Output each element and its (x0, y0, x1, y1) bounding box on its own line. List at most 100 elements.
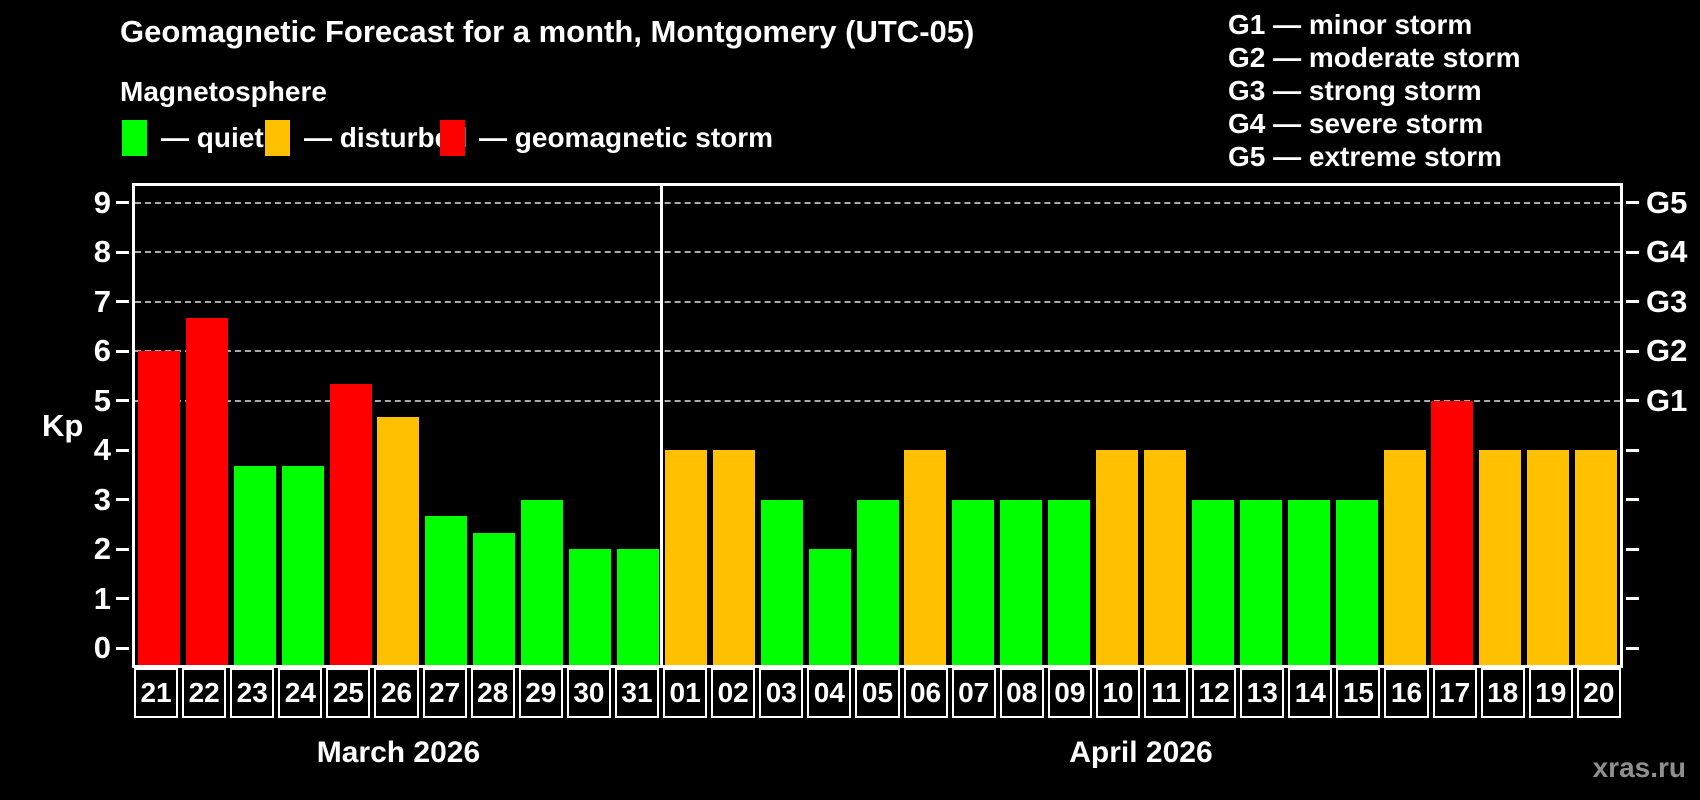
kp-bar-disturbed (904, 450, 947, 665)
date-cell: 18 (1480, 668, 1525, 718)
kp-bar-quiet (1000, 499, 1043, 665)
bar-slot (949, 186, 997, 665)
date-cell: 16 (1384, 668, 1429, 718)
y-tick-left (116, 547, 129, 551)
date-cell: 14 (1288, 668, 1333, 718)
gridline-kp7 (135, 300, 1620, 303)
y-tick-left (116, 201, 129, 204)
kp-bar-quiet (1191, 499, 1234, 665)
kp-bar-disturbed (1096, 450, 1139, 665)
kp-bar-quiet (760, 499, 803, 665)
bar-slot (422, 186, 470, 665)
y-tick-right (1626, 201, 1639, 204)
date-cell: 24 (278, 668, 323, 718)
kp-bar-disturbed (1143, 450, 1186, 665)
date-cell: 01 (663, 668, 708, 718)
kp-bar-quiet (808, 549, 851, 665)
date-cell: 28 (470, 668, 515, 718)
legend-label-storm: — geomagnetic storm (479, 122, 774, 153)
gridline-kp9 (135, 201, 1620, 204)
y-tick-right (1626, 250, 1639, 254)
kp-bar-storm (329, 384, 372, 665)
bar-slot (1141, 186, 1189, 665)
kp-bar-quiet (521, 499, 564, 665)
date-cell: 31 (614, 668, 660, 718)
bar-slot (375, 186, 423, 665)
bar-slot (1333, 186, 1381, 665)
kp-bar-disturbed (1479, 450, 1522, 665)
kp-bar-disturbed (377, 416, 420, 665)
bar-slot (470, 186, 518, 665)
y-tick-right (1626, 399, 1639, 402)
bar-slot (997, 186, 1045, 665)
kp-bar-quiet (952, 499, 995, 665)
kp-bar-disturbed (1383, 450, 1426, 665)
g-scale-legend: G1 — minor storm G2 — moderate storm G3 — … (1228, 8, 1521, 173)
legend-swatch-quiet (122, 120, 147, 156)
y-tick-right (1626, 498, 1639, 501)
y-tick-right (1626, 597, 1639, 600)
kp-bar-quiet (1287, 499, 1330, 665)
y-tick-label: 6 (93, 333, 111, 368)
date-cell: 09 (1047, 668, 1092, 718)
gridline-kp5 (135, 399, 1620, 402)
bar-slot (279, 186, 327, 665)
kp-bar-quiet (425, 515, 468, 665)
date-cell: 20 (1576, 668, 1621, 718)
month-label-april: April 2026 (1069, 736, 1213, 769)
kp-bar-quiet (1335, 499, 1378, 665)
y-tick-right (1626, 646, 1639, 650)
y-tick-label: 8 (93, 234, 111, 269)
y-tick-label: 7 (93, 283, 111, 319)
y-tick-label: 9 (93, 184, 111, 220)
legend-item-storm: — geomagnetic storm (440, 120, 773, 156)
date-cell: 05 (855, 668, 900, 718)
kp-bar-quiet (281, 466, 324, 665)
bar-slot (231, 186, 279, 665)
kp-bar-quiet (569, 549, 612, 665)
kp-bar-quiet (233, 466, 276, 665)
date-cell: 08 (999, 668, 1044, 718)
kp-bar-storm (137, 351, 180, 665)
y-tick-left (116, 250, 129, 254)
g-level-label: G5 (1646, 184, 1688, 220)
bar-slot (518, 186, 566, 665)
bar-slot (854, 186, 902, 665)
bars-container (135, 186, 1620, 665)
kp-bar-quiet (1048, 499, 1091, 665)
legend-label-quiet: — quiet (161, 122, 264, 153)
bar-slot (1476, 186, 1524, 665)
bar-slot (1381, 186, 1429, 665)
bar-slot (1572, 186, 1620, 665)
y-tick-right (1626, 349, 1639, 353)
kp-bar-disturbed (1527, 450, 1570, 665)
date-cell: 26 (374, 668, 419, 718)
date-cell: 22 (182, 668, 227, 718)
kp-bar-quiet (617, 549, 660, 665)
bar-slot (614, 186, 662, 665)
bar-slot (1093, 186, 1141, 665)
bar-slot (1428, 186, 1476, 665)
g-scale-legend-line: G2 — moderate storm (1228, 42, 1521, 73)
bar-slot (1045, 186, 1093, 665)
bar-slot (902, 186, 950, 665)
g-level-label: G2 (1646, 333, 1688, 368)
y-tick-left (116, 498, 129, 501)
y-tick-label: 4 (93, 432, 111, 467)
chart-subtitle: Magnetosphere (120, 76, 327, 107)
plot-area: 0 1 2 3 4 5 6 7 8 9 G1 G2 G3 G4 G5 (94, 183, 1687, 668)
kp-bar-storm (1431, 400, 1474, 665)
date-cell: 25 (326, 668, 371, 718)
kp-axis-label: Kp (42, 408, 84, 443)
bar-slot (566, 186, 614, 665)
kp-bar-disturbed (1575, 450, 1618, 665)
bar-slot (135, 186, 183, 665)
bar-slot (1237, 186, 1285, 665)
watermark: xras.ru (1592, 752, 1686, 783)
bar-slot (662, 186, 710, 665)
kp-bar-quiet (1239, 499, 1282, 665)
y-tick-right (1626, 448, 1639, 452)
y-tick-label: 2 (93, 531, 111, 566)
y-tick-left (116, 597, 129, 600)
